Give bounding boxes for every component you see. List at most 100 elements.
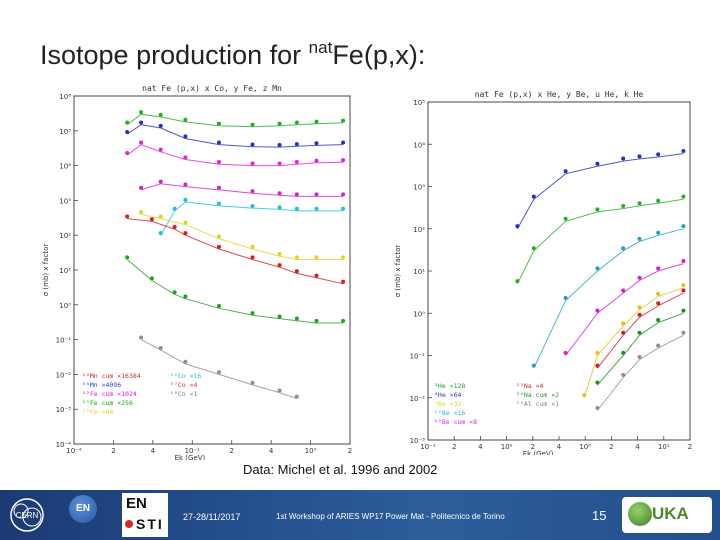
- data-point: [637, 312, 642, 317]
- data-point: [139, 120, 144, 125]
- series-line: [127, 218, 344, 285]
- x-tick-label: 10¹: [658, 443, 670, 451]
- data-point: [681, 330, 686, 335]
- legend-entry: ⁵⁷Co ×4: [170, 381, 197, 389]
- data-point: [139, 140, 144, 145]
- data-point: [294, 192, 299, 197]
- data-point: [125, 130, 130, 135]
- data-point: [531, 363, 536, 368]
- data-point: [341, 158, 346, 163]
- y-tick-label: 10⁻⁴: [56, 441, 72, 449]
- data-point: [681, 308, 686, 313]
- series-line: [516, 153, 684, 230]
- data-point: [277, 161, 282, 166]
- footer-date: 27-28/11/2017: [183, 512, 241, 522]
- data-point: [341, 318, 346, 323]
- footer-workshop: 1st Workshop of ARIES WP17 Power Mat - P…: [276, 512, 505, 521]
- legend-entry: ⁷Be ×32: [434, 400, 461, 408]
- data-point: [341, 255, 346, 260]
- data-point: [621, 288, 626, 293]
- x-tick-label: 2: [609, 443, 613, 451]
- data-point: [183, 359, 188, 364]
- series-line: [597, 312, 684, 386]
- data-point: [637, 355, 642, 360]
- data-point: [172, 290, 177, 295]
- data-point: [656, 266, 661, 271]
- data-point: [656, 318, 661, 323]
- legend-entry: ⁵⁴Mn ×4096: [82, 381, 121, 389]
- y-axis-label: σ (mb) x factor: [394, 245, 402, 298]
- legend-entry: ²⁴Na cum ×2: [516, 391, 559, 399]
- data-point: [216, 304, 221, 309]
- series-line: [126, 113, 344, 128]
- data-point: [595, 161, 600, 166]
- data-point: [595, 350, 600, 355]
- x-tick-label: 4: [151, 447, 156, 455]
- data-point: [139, 210, 144, 215]
- x-tick-label: 2: [348, 447, 352, 455]
- data-point: [158, 147, 163, 152]
- data-point: [294, 206, 299, 211]
- x-tick-label: 2: [688, 443, 692, 451]
- data-point: [681, 149, 686, 154]
- page-number: 15: [592, 508, 607, 523]
- data-point: [158, 112, 163, 117]
- en-sti-bottom-label: STI: [136, 516, 164, 532]
- plot-frame: [73, 95, 351, 445]
- x-axis-label: Ek (GeV): [175, 454, 206, 460]
- data-point: [656, 230, 661, 235]
- data-point: [250, 122, 255, 127]
- data-point: [294, 255, 299, 260]
- data-point: [216, 234, 221, 239]
- x-tick-label: 4: [635, 443, 640, 451]
- y-tick-label: 10⁴: [59, 163, 71, 171]
- cern-logo-label: CERN: [16, 511, 39, 520]
- data-point: [158, 179, 163, 184]
- series-line: [597, 292, 684, 369]
- series-line: [583, 287, 684, 398]
- data-point: [621, 350, 626, 355]
- en-department-logo: EN: [69, 495, 97, 523]
- data-point: [595, 380, 600, 385]
- x-tick-label: 4: [269, 447, 274, 455]
- data-point: [158, 214, 163, 219]
- data-point: [139, 110, 144, 115]
- series-line: [140, 213, 344, 260]
- footer-bar: CERN EN EN STI 27-28/11/2017 1st Worksho…: [0, 490, 720, 540]
- data-point: [656, 152, 661, 157]
- data-point: [341, 279, 346, 284]
- legend-entry: ⁵²Mn cum ×16384: [82, 372, 141, 380]
- data-point: [183, 182, 188, 187]
- data-point: [563, 295, 568, 300]
- data-point: [595, 308, 600, 313]
- plot-title: nat Fe (p,x) x He, y Be, u He, k He: [475, 90, 644, 99]
- data-point: [216, 370, 221, 375]
- data-point: [656, 301, 661, 306]
- series-line: [126, 259, 344, 324]
- data-point: [563, 216, 568, 221]
- data-point: [341, 192, 346, 197]
- data-point: [250, 244, 255, 249]
- data-point: [277, 205, 282, 210]
- series-line: [126, 124, 344, 148]
- data-point: [515, 224, 520, 229]
- legend-entry: ²²Na ×4: [516, 382, 543, 390]
- data-point: [277, 121, 282, 126]
- data-point: [314, 318, 319, 323]
- x-tick-label: 10⁰: [305, 447, 317, 455]
- data-point: [563, 350, 568, 355]
- legend-entry: ⁵⁸Co ×1: [170, 390, 197, 398]
- data-point: [125, 120, 130, 125]
- data-point: [681, 194, 686, 199]
- data-point: [125, 151, 130, 156]
- data-point: [314, 141, 319, 146]
- right-cross-section-plot: nat Fe (p,x) x He, y Be, u He, k He10⁻³1…: [394, 90, 692, 455]
- data-point: [139, 185, 144, 190]
- data-point: [183, 134, 188, 139]
- data-point: [294, 269, 299, 274]
- y-tick-label: 10⁰: [59, 302, 71, 310]
- data-point: [656, 198, 661, 203]
- data-point: [656, 343, 661, 348]
- data-point: [139, 335, 144, 340]
- data-caption: Data: Michel et al. 1996 and 2002: [243, 462, 438, 477]
